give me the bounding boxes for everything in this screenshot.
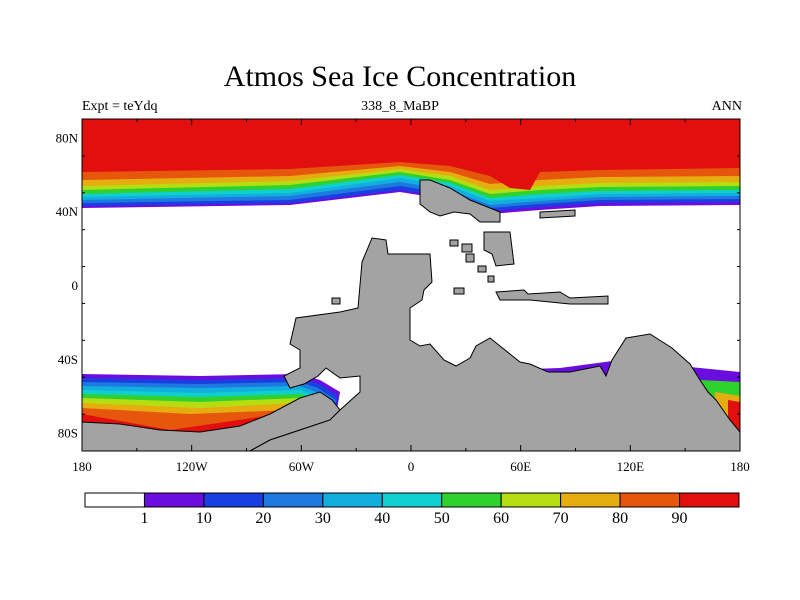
- colorbar-label: 10: [195, 510, 212, 527]
- north-ice: [82, 119, 740, 214]
- land-small-island-5: [453, 287, 465, 295]
- colorbar-swatch: [262, 492, 324, 508]
- colorbar-swatch: [203, 492, 264, 508]
- colorbar-label: 40: [374, 510, 391, 527]
- colorbar: [84, 492, 740, 508]
- land-asia-west: [419, 179, 501, 223]
- land-small-island-3: [465, 253, 475, 263]
- colorbar-swatch: [560, 492, 621, 508]
- season-label: ANN: [711, 99, 742, 114]
- ice-band-90-north: [82, 119, 740, 190]
- colorbar-swatch: [381, 492, 443, 508]
- colorbar-label: 30: [314, 510, 331, 527]
- period-label: 338_8_MaBP: [361, 99, 439, 114]
- colorbar-swatch: [143, 492, 205, 508]
- colorbar-swatch: [619, 492, 681, 508]
- land-small-island-4: [477, 265, 487, 273]
- lon-label: 180: [72, 459, 92, 474]
- lat-label: 40N: [56, 204, 79, 219]
- colorbar-label: 50: [433, 510, 450, 527]
- map-title: Atmos Sea Ice Concentration: [223, 60, 577, 93]
- lon-label: 60E: [510, 459, 531, 474]
- colorbar-label: 60: [493, 510, 510, 527]
- experiment-label: Expt = teYdq: [82, 99, 158, 114]
- land-east-islands: [539, 209, 576, 219]
- lat-label: 80N: [56, 130, 79, 145]
- lon-label: 120W: [176, 459, 209, 474]
- colorbar-swatch: [679, 492, 740, 508]
- colorbar-label: 1: [140, 510, 149, 527]
- colorbar-swatch: [322, 492, 383, 508]
- lon-label: 60W: [289, 459, 315, 474]
- lon-label: 0: [408, 459, 415, 474]
- colorbar-label: 90: [671, 510, 688, 527]
- colorbar-label: 20: [255, 510, 272, 527]
- lat-label: 40S: [58, 352, 78, 367]
- colorbar-swatch: [84, 492, 145, 508]
- land-small-island-2: [461, 243, 473, 253]
- lat-label: 0: [72, 278, 79, 293]
- land-equatorial-strip: [495, 289, 609, 305]
- plot-area: [82, 119, 740, 451]
- colorbar-label: 80: [612, 510, 629, 527]
- land-central-south: [249, 237, 740, 451]
- colorbar-swatch: [500, 492, 562, 508]
- colorbar-swatch: [441, 492, 502, 508]
- lon-label: 180: [730, 459, 750, 474]
- land-east-asia: [483, 231, 515, 267]
- land-small-island-1: [449, 239, 459, 247]
- colorbar-label: 70: [552, 510, 569, 527]
- land-small-island-7: [487, 275, 495, 283]
- land-small-island-6: [331, 297, 341, 305]
- land: [82, 179, 740, 451]
- lon-label: 120E: [617, 459, 645, 474]
- axis-ticks: [81, 118, 741, 452]
- lat-label: 80S: [58, 426, 78, 441]
- axis-labels: 80N 40N 0 40S 80S 180 120W 60W 0 60E 120E 180: [56, 130, 750, 474]
